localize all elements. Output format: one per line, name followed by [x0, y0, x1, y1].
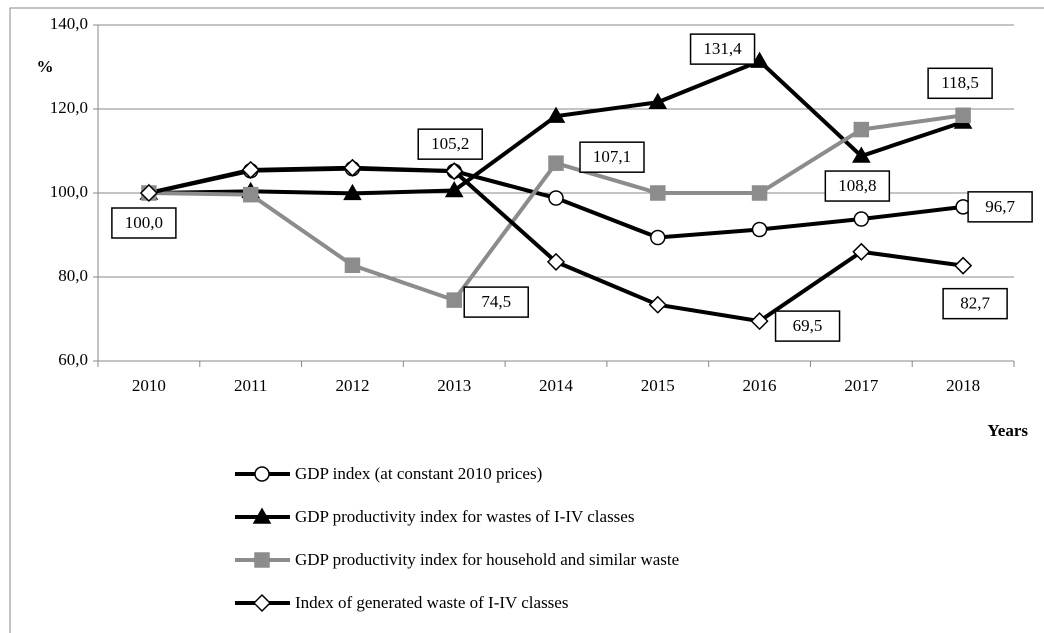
data-label: 108,8: [838, 176, 876, 195]
legend-marker: [254, 552, 270, 568]
series-line: [148, 113, 964, 303]
point-marker: [241, 160, 260, 179]
x-tick-label: 2015: [641, 376, 675, 395]
data-label: 100,0: [125, 213, 163, 232]
data-label: 74,5: [481, 292, 511, 311]
point-marker: [445, 162, 464, 181]
x-tick-label: 2018: [946, 376, 980, 395]
point-marker: [444, 180, 464, 198]
data-label: 96,7: [985, 197, 1015, 216]
y-axis-label: %: [37, 57, 54, 76]
point-marker: [750, 312, 769, 331]
data-label: 118,5: [941, 73, 979, 92]
point-marker: [139, 183, 158, 203]
frame: [9, 7, 1044, 633]
legend-label: GDP index (at constant 2010 prices): [295, 464, 542, 483]
x-axis-label: Years: [987, 421, 1028, 440]
data-label-box: [927, 67, 993, 100]
point-marker: [650, 229, 666, 246]
point-marker: [546, 106, 566, 123]
point-marker: [648, 92, 668, 110]
data-label-box: [111, 207, 177, 239]
point-marker: [242, 186, 259, 203]
data-label-box: [824, 170, 891, 202]
legend-label: GDP productivity index for household and…: [295, 550, 679, 569]
point-marker: [852, 146, 871, 163]
point-marker: [852, 242, 871, 261]
y-tick-label: 100,0: [50, 182, 88, 201]
point-marker: [446, 292, 462, 308]
y-tick-label: 120,0: [50, 98, 88, 117]
point-marker: [650, 185, 666, 201]
data-label: 107,1: [593, 147, 631, 166]
data-label: 105,2: [431, 134, 469, 153]
point-marker: [648, 295, 667, 314]
point-marker: [344, 257, 361, 273]
point-marker: [853, 211, 870, 227]
data-label-box: [942, 287, 1008, 320]
point-marker: [751, 185, 768, 201]
legend-marker: [252, 593, 272, 613]
x-tick-label: 2017: [844, 376, 879, 395]
data-label-box: [774, 310, 841, 342]
point-marker: [546, 252, 566, 271]
legend-label: Index of generated waste of I-IV classes: [295, 593, 568, 612]
data-label: 131,4: [703, 39, 742, 58]
x-tick-label: 2014: [539, 376, 574, 395]
y-tick-label: 140,0: [50, 14, 88, 33]
point-marker: [548, 155, 564, 171]
legend-label: GDP productivity index for wastes of I-I…: [295, 507, 634, 526]
x-tick-label: 2010: [132, 376, 166, 395]
point-marker: [853, 121, 870, 138]
data-label-box: [689, 33, 756, 65]
data-label-box: [463, 286, 529, 318]
y-tick-label: 60,0: [58, 350, 88, 369]
data-label: 82,7: [960, 294, 990, 313]
x-tick-label: 2013: [437, 376, 471, 395]
data-label-box: [967, 191, 1033, 223]
x-tick-label: 2011: [234, 376, 267, 395]
legend-marker: [254, 466, 270, 482]
data-label-box: [579, 141, 645, 173]
point-marker: [750, 51, 769, 68]
point-marker: [548, 190, 564, 206]
point-marker: [751, 221, 768, 238]
point-marker: [343, 158, 362, 177]
point-marker: [954, 256, 973, 275]
point-marker: [343, 183, 362, 201]
x-tick-label: 2016: [743, 376, 777, 395]
data-label: 69,5: [793, 316, 823, 335]
x-tick-label: 2012: [335, 376, 369, 395]
legend-marker: [252, 507, 272, 524]
point-marker: [955, 107, 971, 124]
data-label-box: [417, 128, 483, 160]
y-tick-label: 80,0: [58, 266, 88, 285]
